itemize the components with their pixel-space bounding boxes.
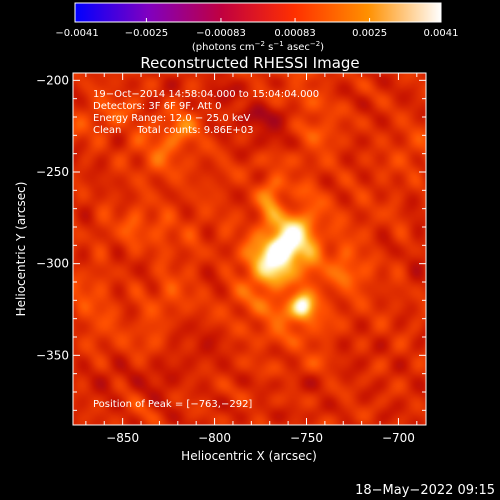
- heatmap-image: [73, 73, 426, 425]
- annotation-time-range: 19−Oct−2014 14:58:04.000 to 15:04:04.000: [93, 89, 319, 100]
- plot-frame: [72, 72, 427, 426]
- x-tick-label: −750: [290, 431, 323, 445]
- colorbar: [75, 3, 441, 22]
- colorbar-unit: (photons cm−2 s−1 asec−2): [192, 40, 324, 53]
- y-tick-label: −200: [36, 73, 69, 87]
- y-tick-label: −300: [36, 257, 69, 271]
- annotation-clean-counts: Clean Total counts: 9.86E+03: [93, 125, 253, 136]
- annotation-energy-range: Energy Range: 12.0 − 25.0 keV: [93, 113, 250, 124]
- axis-ticks: −850 −800 −750 −700 −200 −250 −300 −350: [36, 73, 426, 445]
- colorbar-tick-label: −0.0041: [55, 28, 98, 39]
- annotation-detectors: Detectors: 3F 6F 9F, Att 0: [93, 101, 221, 112]
- colorbar-frame: [74, 2, 442, 23]
- y-tick-label: −350: [36, 348, 69, 362]
- x-tick-label: −800: [198, 431, 231, 445]
- colorbar-ticks: −0.0041 −0.0025 −0.00083 0.00083 0.0025 0.004…: [55, 18, 459, 39]
- y-axis-label: Heliocentric Y (arcsec): [14, 182, 28, 317]
- colorbar-tick-label: 0.0025: [352, 28, 387, 39]
- x-tick-label: −850: [106, 431, 139, 445]
- y-tick-label: −250: [36, 165, 69, 179]
- colorbar-tick-label: 0.0041: [424, 28, 459, 39]
- chart-title: Reconstructed RHESSI Image: [140, 54, 359, 72]
- x-axis-label: Heliocentric X (arcsec): [181, 449, 317, 463]
- x-tick-label: −700: [382, 431, 415, 445]
- peak-position-label: Position of Peak = [−763,−292]: [93, 399, 252, 410]
- colorbar-tick-label: −0.0025: [125, 28, 168, 39]
- colorbar-tick-label: −0.00083: [196, 28, 246, 39]
- render-timestamp: 18−May−2022 09:15: [355, 483, 495, 498]
- colorbar-tick-label: 0.00083: [274, 28, 315, 39]
